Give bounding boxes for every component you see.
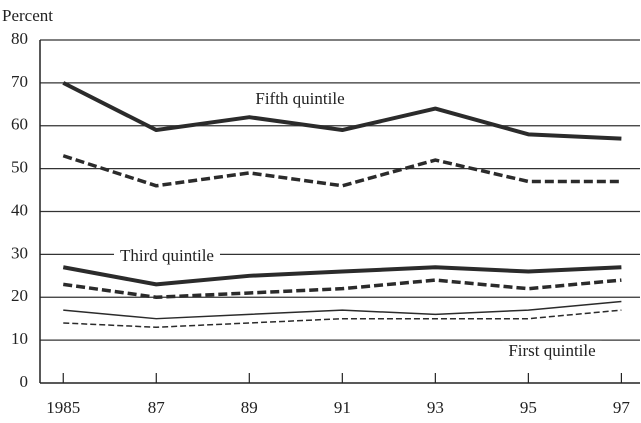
line <box>63 309 622 329</box>
label-background <box>249 88 351 108</box>
y-tick-label: 60 <box>11 115 28 134</box>
line <box>62 154 622 188</box>
y-tick-label: 70 <box>11 72 28 91</box>
y-tick-label: 20 <box>11 286 28 305</box>
label-background <box>114 245 220 265</box>
y-tick-label: 50 <box>11 158 28 177</box>
x-tick-label: 1985 <box>46 398 80 417</box>
x-tick-label: 95 <box>520 398 537 417</box>
x-tick-label: 87 <box>148 398 166 417</box>
label-background <box>502 340 602 360</box>
x-tick-label: 89 <box>241 398 258 417</box>
line <box>62 81 622 141</box>
series-label: First quintile <box>508 341 595 360</box>
series-label: Third quintile <box>120 246 214 265</box>
y-tick-label: 80 <box>11 29 28 48</box>
y-tick-label: 0 <box>20 372 29 391</box>
x-tick-label: 97 <box>613 398 631 417</box>
series-label: Fifth quintile <box>255 89 344 108</box>
x-tick-label: 91 <box>334 398 351 417</box>
y-tick-label: 10 <box>11 329 28 348</box>
y-tick-label: 30 <box>11 243 28 262</box>
y-tick-label: 40 <box>11 200 28 219</box>
line <box>63 278 622 299</box>
y-axis-label: Percent <box>2 6 53 25</box>
line <box>62 265 622 287</box>
line <box>63 300 622 320</box>
x-tick-label: 93 <box>427 398 444 417</box>
